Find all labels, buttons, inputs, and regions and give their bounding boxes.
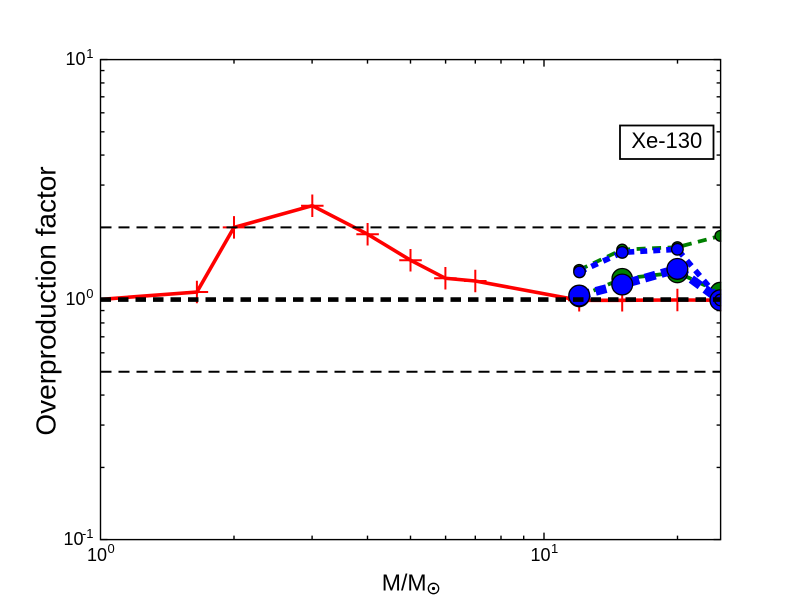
svg-text:0: 0 — [108, 541, 115, 556]
svg-text:10: 10 — [530, 545, 550, 565]
svg-text:Overproduction factor: Overproduction factor — [31, 166, 62, 435]
svg-text:M/M: M/M — [382, 570, 427, 596]
svg-text:-1: -1 — [82, 526, 94, 541]
svg-text:1: 1 — [86, 46, 93, 61]
svg-text:10: 10 — [65, 49, 85, 69]
svg-text:1: 1 — [551, 541, 558, 556]
svg-text:10: 10 — [65, 289, 85, 309]
svg-text:0: 0 — [86, 286, 93, 301]
svg-text:Xe-130: Xe-130 — [631, 128, 702, 153]
svg-text:10: 10 — [87, 545, 107, 565]
svg-text:10: 10 — [63, 529, 83, 549]
